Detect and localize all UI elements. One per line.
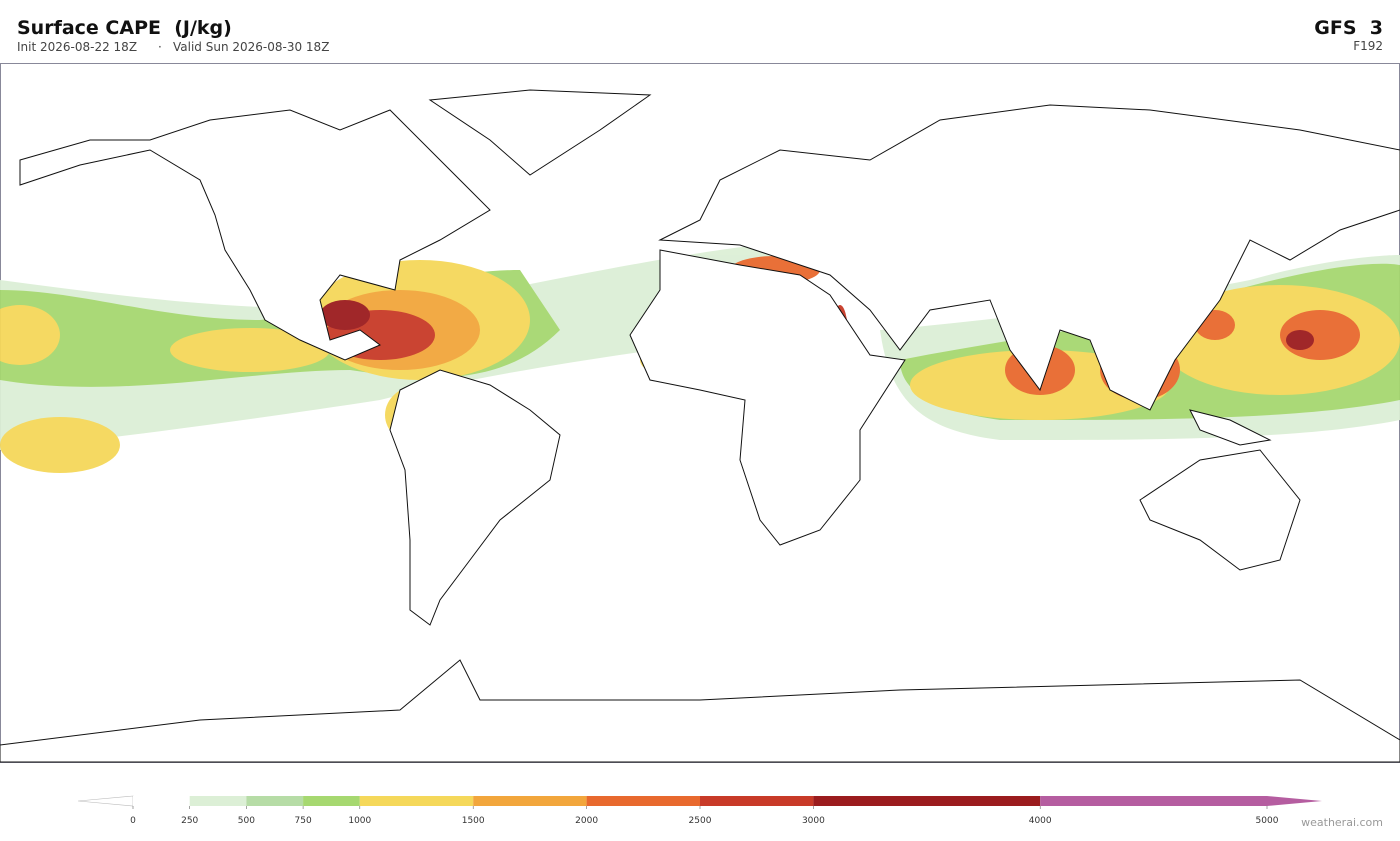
colorbar-segment <box>700 796 814 806</box>
colorbar-extend-max <box>1267 796 1322 806</box>
colorbar-tick-label: 2500 <box>689 816 712 826</box>
cape-area <box>0 305 60 365</box>
colorbar-segment <box>586 796 700 806</box>
map <box>0 63 1400 763</box>
colorbar-tick-label: 5000 <box>1256 816 1279 826</box>
colorbar-segment <box>246 796 304 806</box>
separator: · <box>158 40 162 54</box>
title: Surface CAPE (J/kg) <box>17 17 232 39</box>
indonesia <box>1189 409 1272 446</box>
colorbar: 0 250 500 750 1000 1500 2000 2500 3000 4000 5000 <box>77 795 1322 826</box>
colorbar-segment <box>303 796 360 806</box>
colorbar-segment <box>359 796 474 806</box>
colorbar-segment <box>189 796 247 806</box>
colorbar-tick-label: 1500 <box>462 816 485 826</box>
cape-area <box>1286 330 1314 350</box>
colorbar-tick-label: 3000 <box>802 816 825 826</box>
colorbar-segment <box>813 796 1041 806</box>
colorbar-tick-label: 500 <box>238 816 255 826</box>
init-time: Init 2026-08-22 18Z <box>17 40 137 54</box>
colorbar-tick-label: 750 <box>295 816 312 826</box>
colorbar-segment <box>133 796 190 806</box>
colorbar-extend-min <box>77 795 134 807</box>
africa <box>629 249 906 546</box>
cape-area <box>0 417 120 473</box>
cape-area <box>320 300 370 330</box>
coastlines <box>0 89 1400 763</box>
colorbar-tick-label: 4000 <box>1029 816 1052 826</box>
credit: weatherai.com <box>1301 816 1383 829</box>
colorbar-tick-label: 2000 <box>575 816 598 826</box>
valid-time: Valid Sun 2026-08-30 18Z <box>173 40 329 54</box>
colorbar-tick-label: 250 <box>181 816 198 826</box>
australia <box>1139 449 1301 571</box>
cape-area <box>170 328 330 372</box>
colorbar-tick-label: 1000 <box>348 816 371 826</box>
greenland <box>428 89 652 176</box>
eurasia <box>658 104 1400 411</box>
antarctica <box>0 659 1400 763</box>
south-america <box>389 369 561 626</box>
north-america <box>19 109 491 361</box>
colorbar-segment <box>473 796 587 806</box>
colorbar-tick-label: 0 <box>130 816 136 826</box>
forecast-hour: F192 <box>1353 39 1383 53</box>
colorbar-segment <box>1040 796 1267 806</box>
model-name: GFS 3 <box>1314 17 1383 39</box>
